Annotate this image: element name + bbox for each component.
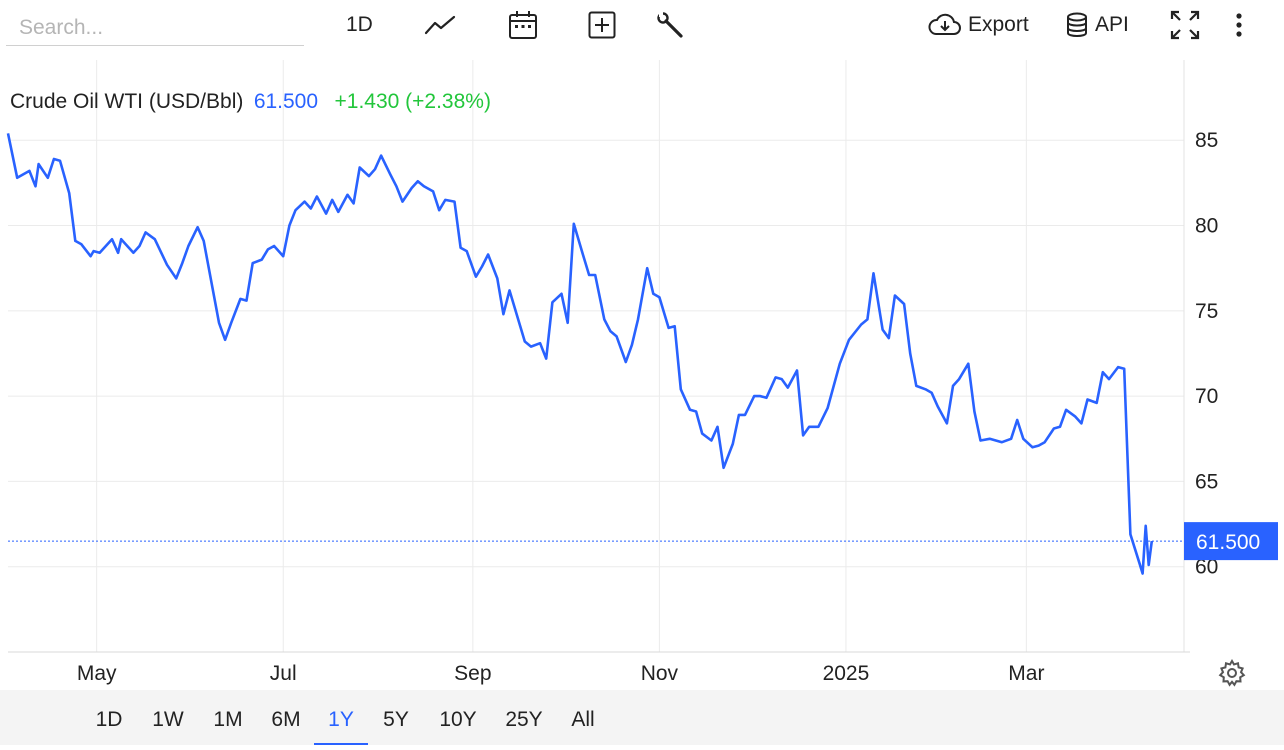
chart-settings-button[interactable]	[1218, 658, 1246, 687]
series-line[interactable]	[6, 133, 1154, 575]
price-tag-label: 61.500	[1196, 531, 1260, 554]
calendar-icon	[509, 11, 537, 39]
last-price-tag: 61.500	[1184, 522, 1278, 561]
add-compare-button[interactable]	[588, 8, 616, 42]
export-label: Export	[968, 13, 1029, 36]
range-25y-button[interactable]: 25Y	[505, 708, 543, 731]
chart-legend: Crude Oil WTI (USD/Bbl) 61.500 +1.430 (+…	[10, 90, 491, 113]
interval-selector[interactable]: 1D	[346, 8, 373, 42]
y-tick-label: 65	[1195, 470, 1218, 493]
more-vertical-icon	[1236, 13, 1242, 37]
chart-grid	[8, 60, 1184, 652]
cloud-download-icon	[928, 13, 961, 35]
export-button[interactable]: Export	[928, 8, 1029, 42]
range-10y-button[interactable]: 10Y	[439, 708, 477, 731]
y-tick-label: 80	[1195, 215, 1218, 238]
add-compare-icon	[588, 11, 616, 39]
x-tick-label: May	[77, 662, 117, 685]
price-tag-background	[1184, 522, 1278, 561]
range-1y-button[interactable]: 1Y	[314, 690, 368, 745]
range-6m-button[interactable]: 6M	[271, 708, 301, 731]
range-5y-button[interactable]: 5Y	[383, 708, 409, 731]
database-icon	[1067, 12, 1087, 37]
line-chart-icon	[424, 15, 456, 35]
range-1w-button[interactable]: 1W	[152, 708, 184, 731]
fullscreen-button[interactable]	[1170, 8, 1200, 42]
y-tick-label: 60	[1195, 556, 1218, 579]
x-tick-label: Nov	[641, 662, 679, 685]
x-tick-label: Jul	[270, 662, 297, 685]
series-points	[7, 132, 1153, 575]
x-tick-label: Mar	[1008, 662, 1044, 685]
api-label: API	[1095, 13, 1129, 36]
y-tick-label: 70	[1195, 385, 1218, 408]
range-all-button[interactable]: All	[571, 708, 595, 731]
legend-price: 61.500	[254, 90, 318, 113]
x-axis: May Jul Sep Nov 2025 Mar	[77, 662, 1045, 685]
interval-label: 1D	[346, 13, 373, 36]
legend-change: +1.430 (+2.38%)	[335, 90, 491, 113]
chart-type-button[interactable]	[424, 8, 456, 42]
range-1d-button[interactable]: 1D	[95, 708, 123, 731]
date-range-button[interactable]	[508, 8, 538, 42]
wrench-icon	[657, 12, 683, 38]
y-tick-label: 75	[1195, 300, 1218, 323]
chart-toolbar: 1D Exp	[0, 0, 1284, 52]
more-options-button[interactable]	[1232, 8, 1246, 42]
y-tick-label: 85	[1195, 129, 1218, 152]
price-chart[interactable]: 60 65 70 75 80 85 May Jul Sep Nov 2025 Mar Crude O…	[0, 52, 1284, 690]
y-axis: 60 65 70 75 80 85	[1195, 129, 1218, 578]
api-button[interactable]: API	[1066, 8, 1129, 42]
fullscreen-icon	[1170, 10, 1200, 40]
gear-icon	[1218, 658, 1246, 687]
legend-name: Crude Oil WTI (USD/Bbl)	[10, 90, 243, 113]
range-selector: 1D 1W 1M 6M 1Y 5Y 10Y 25Y All	[0, 690, 1284, 745]
x-tick-label: 2025	[823, 662, 870, 685]
range-1m-button[interactable]: 1M	[213, 708, 243, 731]
tools-button[interactable]	[656, 8, 684, 42]
search-input[interactable]	[6, 10, 304, 46]
x-tick-label: Sep	[454, 662, 491, 685]
